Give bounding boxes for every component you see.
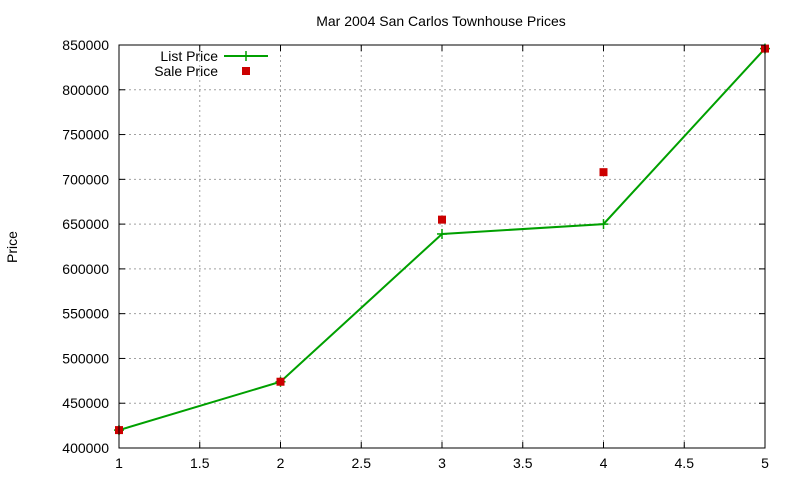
x-axis: 1 1.5 2 2.5 3 3.5 4 4.5 5: [115, 45, 769, 471]
y-tick-label: 400000: [62, 440, 109, 456]
plot-frame: [118, 44, 766, 449]
x-tick-label: 4.5: [675, 455, 695, 471]
legend-label: Sale Price: [154, 63, 218, 79]
y-tick-label: 650000: [62, 216, 109, 232]
x-tick-label: 1.5: [190, 455, 210, 471]
x-tick-label: 4: [600, 455, 608, 471]
y-tick-label: 850000: [62, 37, 109, 53]
y-tick-label: 500000: [62, 350, 109, 366]
y-axis: 400000 450000 500000 550000 600000 650000 7000…: [62, 37, 765, 456]
y-tick-label: 450000: [62, 395, 109, 411]
y-tick-label: 550000: [62, 306, 109, 322]
sale-price-point: [599, 168, 608, 177]
x-tick-label: 1: [115, 455, 123, 471]
sale-price-point: [438, 215, 446, 224]
x-tick-label: 2: [277, 455, 285, 471]
legend-square-marker: [242, 67, 250, 75]
y-tick-label: 600000: [62, 261, 109, 277]
x-tick-label: 3: [438, 455, 446, 471]
sale-price-point: [276, 377, 285, 386]
y-tick-label: 700000: [62, 171, 109, 187]
legend-label: List Price: [160, 48, 218, 64]
x-tick-label: 3.5: [513, 455, 533, 471]
y-tick-label: 750000: [62, 127, 109, 143]
y-tick-label: 800000: [62, 82, 109, 98]
x-tick-label: 2.5: [352, 455, 372, 471]
grid: [119, 45, 765, 448]
legend-plus-marker: [241, 51, 251, 61]
x-tick-label: 5: [761, 455, 769, 471]
list-price-point: [598, 219, 609, 230]
list-price-point: [437, 228, 447, 239]
y-axis-title: Price: [4, 231, 20, 263]
chart-title: Mar 2004 San Carlos Townhouse Prices: [316, 13, 566, 29]
